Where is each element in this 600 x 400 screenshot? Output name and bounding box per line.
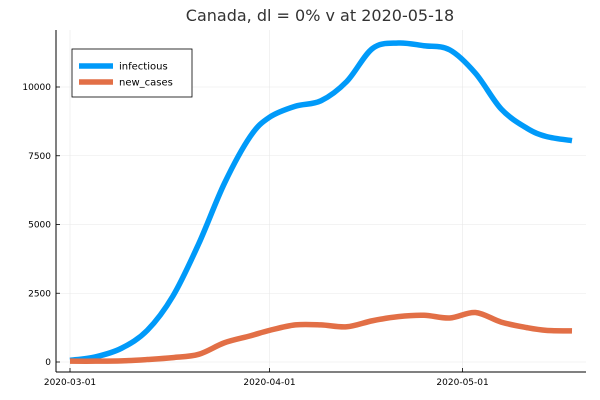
y-tick-label: 7500 [28,152,51,162]
x-tick-label: 2020-04-01 [243,378,295,388]
legend-label-new-cases: new_cases [119,78,173,89]
series-line-infectious [69,40,573,364]
legend-box [71,48,193,98]
x-tick-label: 2020-05-01 [436,378,488,388]
chart-title: Canada, dl = 0% v at 2020-05-18 [186,6,454,25]
series [69,40,573,364]
ticks: 2020-03-01 2020-04-01 2020-05-01 0 2500 5000 7… [22,83,488,388]
y-tick-label: 2500 [28,289,51,299]
legend-label-infectious: infectious [119,62,168,73]
x-tick-label: 2020-03-01 [44,378,96,388]
legend: infectious new_cases [71,48,193,98]
y-tick-label: 0 [45,358,51,368]
series-line-new-cases [69,309,573,364]
y-tick-label: 5000 [28,221,51,231]
y-tick-label: 10000 [22,83,51,93]
